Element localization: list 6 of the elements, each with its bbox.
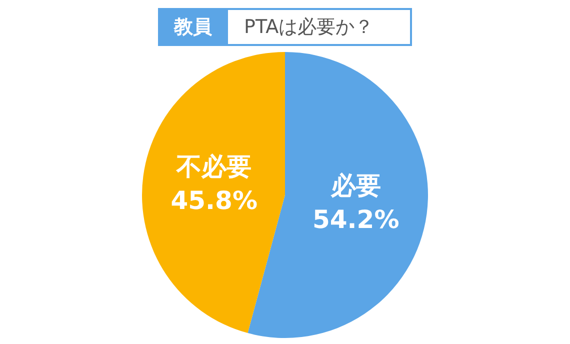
chart-title: 教員: [158, 8, 228, 46]
data-label: 45.8%: [170, 186, 258, 216]
chart-subtitle: PTAは必要か？: [228, 8, 412, 46]
slice-label: 不必要: [176, 152, 252, 182]
slice-label: 必要: [330, 170, 381, 200]
data-label: 54.2%: [312, 204, 400, 234]
